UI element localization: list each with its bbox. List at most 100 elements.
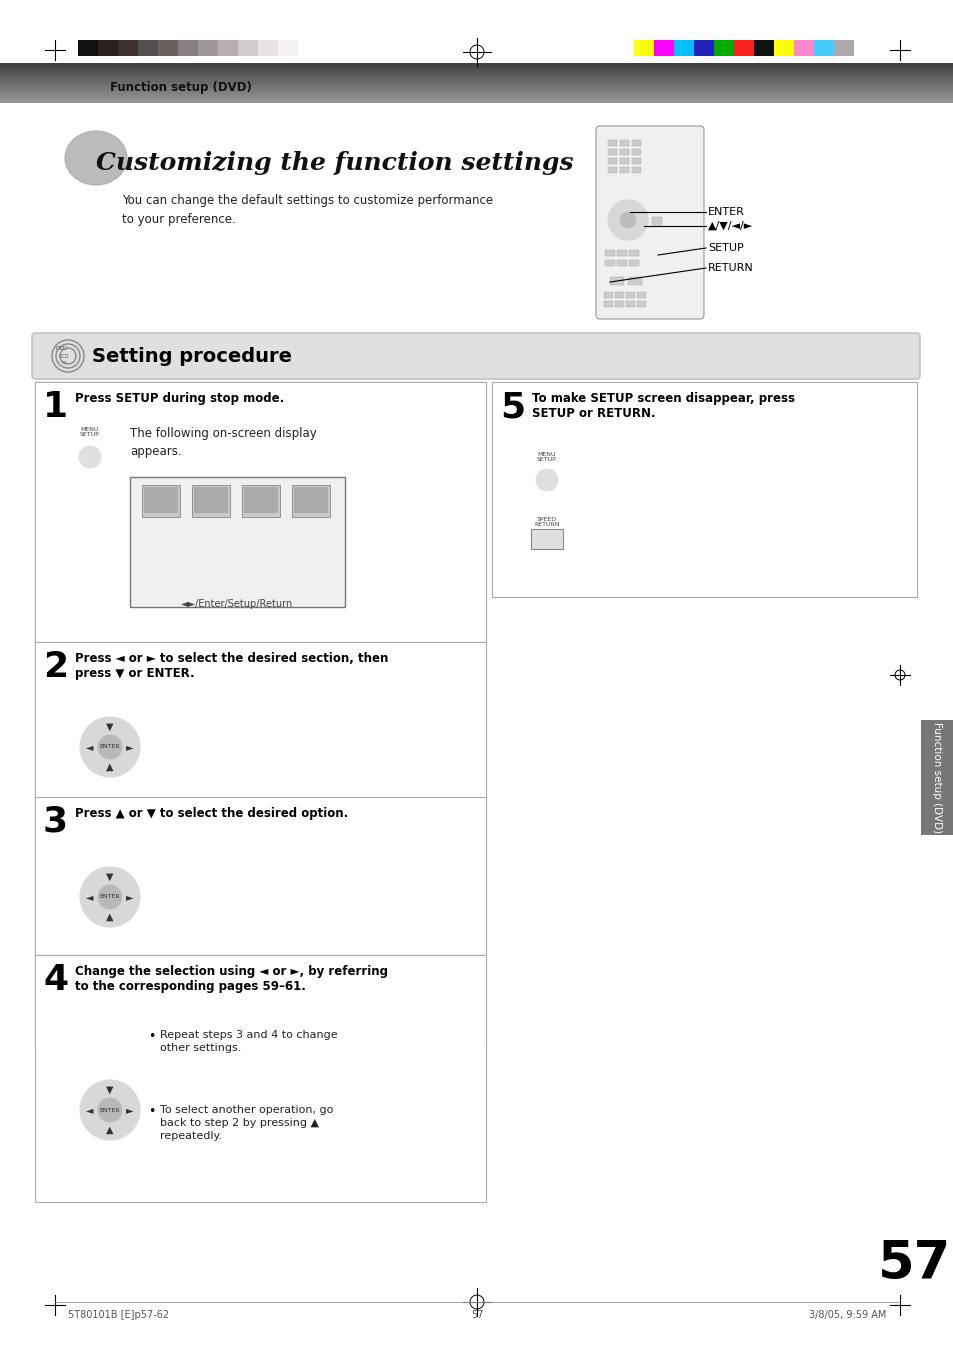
Bar <box>98 41 118 55</box>
Bar <box>158 41 178 55</box>
Text: 57: 57 <box>877 1238 950 1290</box>
FancyBboxPatch shape <box>32 332 919 380</box>
Text: 5T80101B [E]p57-62: 5T80101B [E]p57-62 <box>68 1310 169 1320</box>
Circle shape <box>80 1079 140 1140</box>
Bar <box>192 485 230 517</box>
Bar <box>619 168 628 173</box>
Text: Press ◄ or ► to select the desired section, then
press ▼ or ENTER.: Press ◄ or ► to select the desired secti… <box>75 653 388 680</box>
Text: 4: 4 <box>43 963 68 997</box>
Bar <box>753 41 773 55</box>
Bar <box>615 301 623 307</box>
Text: 57: 57 <box>470 1310 483 1320</box>
Text: Repeat steps 3 and 4 to change
other settings.: Repeat steps 3 and 4 to change other set… <box>160 1029 337 1054</box>
Bar <box>673 41 693 55</box>
Text: Change the selection using ◄ or ►, by referring
to the corresponding pages 59–61: Change the selection using ◄ or ►, by re… <box>75 965 388 993</box>
Bar <box>793 41 813 55</box>
Bar <box>35 642 485 797</box>
Bar <box>35 382 485 642</box>
Bar <box>237 41 257 55</box>
Text: •: • <box>148 1105 155 1119</box>
Circle shape <box>79 446 101 467</box>
Bar <box>118 41 138 55</box>
Text: ►: ► <box>126 892 133 902</box>
Bar <box>292 485 330 517</box>
Bar <box>637 292 645 299</box>
Text: CD: CD <box>62 361 68 365</box>
Text: SPEED
RETURN: SPEED RETURN <box>534 516 559 527</box>
Bar <box>78 41 98 55</box>
Text: ENTER: ENTER <box>707 207 744 218</box>
Text: Setting procedure: Setting procedure <box>91 346 292 366</box>
Bar <box>294 486 328 513</box>
Text: ◄: ◄ <box>86 892 93 902</box>
Text: 5: 5 <box>499 390 524 424</box>
Bar <box>198 41 218 55</box>
Circle shape <box>80 717 140 777</box>
Bar <box>713 41 733 55</box>
Bar <box>138 41 158 55</box>
Text: Press ▲ or ▼ to select the desired option.: Press ▲ or ▼ to select the desired optio… <box>75 807 348 820</box>
Text: Function setup (DVD): Function setup (DVD) <box>110 81 252 95</box>
Bar <box>144 486 178 513</box>
Bar <box>637 301 645 307</box>
Text: 2: 2 <box>43 650 68 684</box>
Text: To select another operation, go
back to step 2 by pressing ▲
repeatedly.: To select another operation, go back to … <box>160 1105 333 1142</box>
Bar <box>617 259 626 266</box>
Bar <box>607 149 617 155</box>
Bar <box>603 292 613 299</box>
Bar <box>193 486 228 513</box>
Text: The following on-screen display
appears.: The following on-screen display appears. <box>130 427 316 458</box>
Text: Press SETUP during stop mode.: Press SETUP during stop mode. <box>75 392 284 405</box>
Ellipse shape <box>65 131 127 185</box>
Text: Function setup (DVD): Function setup (DVD) <box>931 721 941 834</box>
Circle shape <box>536 469 558 490</box>
Text: 3/8/05, 9:59 AM: 3/8/05, 9:59 AM <box>808 1310 885 1320</box>
Bar <box>920 720 952 835</box>
Text: 1: 1 <box>43 390 68 424</box>
Text: ▲: ▲ <box>106 1125 113 1135</box>
Bar <box>178 41 198 55</box>
Bar <box>244 486 277 513</box>
Bar <box>833 41 853 55</box>
Bar <box>628 250 639 255</box>
Text: VCD: VCD <box>59 354 70 358</box>
Bar <box>773 41 793 55</box>
Text: DVD: DVD <box>56 346 68 350</box>
Text: To make SETUP screen disappear, press
SETUP or RETURN.: To make SETUP screen disappear, press SE… <box>532 392 794 420</box>
Bar <box>607 158 617 163</box>
Text: MENU
SETUP: MENU SETUP <box>80 427 100 436</box>
Text: ▲: ▲ <box>106 912 113 921</box>
Bar <box>35 382 485 1042</box>
Bar <box>813 41 833 55</box>
Bar <box>631 168 640 173</box>
Bar <box>654 41 673 55</box>
Bar <box>277 41 297 55</box>
Text: 3: 3 <box>43 805 68 839</box>
Bar <box>631 141 640 146</box>
Bar <box>619 158 628 163</box>
Bar <box>651 218 661 226</box>
Text: SETUP: SETUP <box>707 243 743 253</box>
Bar <box>617 250 626 255</box>
Text: ▲/▼/◄/►: ▲/▼/◄/► <box>707 222 753 231</box>
Circle shape <box>80 867 140 927</box>
Bar <box>607 168 617 173</box>
Bar <box>733 41 753 55</box>
Bar <box>603 301 613 307</box>
Circle shape <box>98 885 122 909</box>
Bar <box>604 250 615 255</box>
Text: MENU
SETUP: MENU SETUP <box>537 451 557 462</box>
Bar <box>627 277 641 285</box>
Bar <box>625 301 635 307</box>
Bar <box>628 259 639 266</box>
Bar <box>492 382 916 597</box>
Bar <box>631 149 640 155</box>
Bar <box>142 485 180 517</box>
Text: •: • <box>148 1029 155 1043</box>
Bar <box>619 141 628 146</box>
Text: ▼: ▼ <box>106 721 113 732</box>
Bar <box>257 41 277 55</box>
Bar <box>615 292 623 299</box>
Bar <box>693 41 713 55</box>
Bar <box>625 292 635 299</box>
